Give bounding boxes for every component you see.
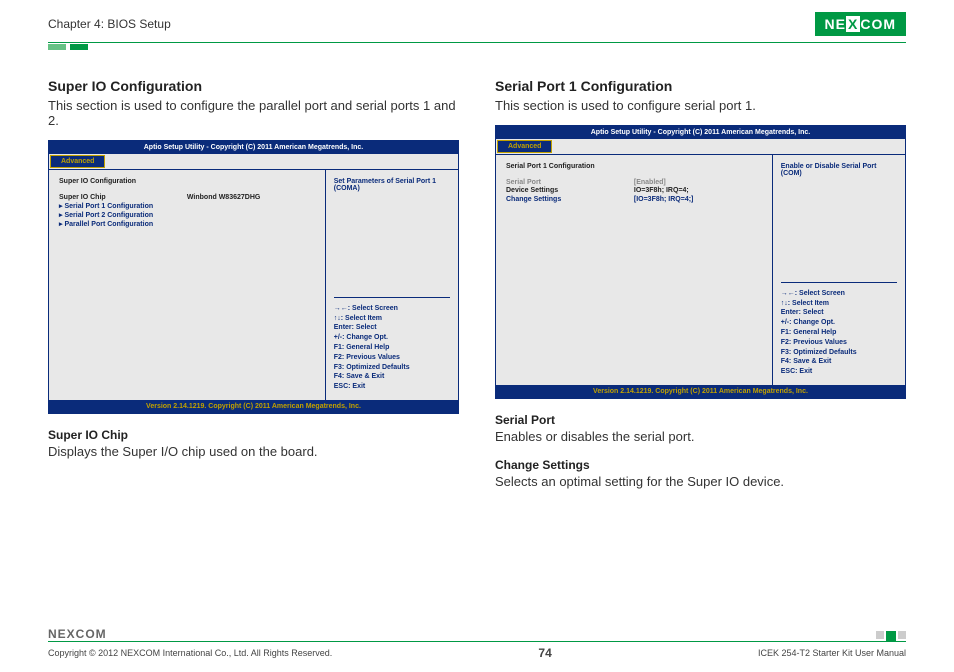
bios-row-value: Winbond W83627DHG [187,194,315,201]
bios-help-top: Enable or Disable Serial Port (COM) [781,163,897,282]
bios-body: Super IO Configuration Super IO ChipWinb… [49,170,458,400]
footer-copyright: Copyright © 2012 NEXCOM International Co… [48,648,332,658]
left-column: Super IO Configuration This section is u… [48,78,459,489]
left-field1-desc: Displays the Super I/O chip used on the … [48,444,459,459]
header-rule [48,42,906,43]
left-field1-title: Super IO Chip [48,428,459,442]
footer-manual: ICEK 254-T2 Starter Kit User Manual [758,648,906,658]
left-section-title: Super IO Configuration [48,78,459,94]
right-field1-title: Serial Port [495,413,906,427]
left-bios-screenshot: Aptio Setup Utility - Copyright (C) 2011… [48,140,459,414]
right-column: Serial Port 1 Configuration This section… [495,78,906,489]
bios-top-bar: Aptio Setup Utility - Copyright (C) 2011… [496,126,905,139]
footer-squares-icon [876,631,906,641]
bar-light [48,44,66,50]
page-header: Chapter 4: BIOS Setup NEXCOM [0,0,954,36]
bios-row-value [187,202,315,210]
bios-row-label: ▸ Serial Port 1 Configuration [59,202,187,210]
bios-row-label: Device Settings [506,187,634,194]
bios-heading: Super IO Configuration [59,178,315,185]
right-section-title: Serial Port 1 Configuration [495,78,906,94]
right-field2-title: Change Settings [495,458,906,472]
bios-row-label: Change Settings [506,196,634,203]
bios-top-bar: Aptio Setup Utility - Copyright (C) 2011… [49,141,458,154]
right-bios-screenshot: Aptio Setup Utility - Copyright (C) 2011… [495,125,906,399]
bios-bottom-bar: Version 2.14.1219. Copyright (C) 2011 Am… [49,400,458,413]
page-number: 74 [538,646,551,660]
bios-help-top: Set Parameters of Serial Port 1 (COMA) [334,178,450,297]
bios-row-value: IO=3F8h; IRQ=4; [634,187,762,194]
bios-bottom-bar: Version 2.14.1219. Copyright (C) 2011 Am… [496,385,905,398]
bios-main-panel: Serial Port 1 Configuration Serial Port[… [496,155,773,385]
bios-row-label: ▸ Serial Port 2 Configuration [59,211,187,219]
bios-row-value: [Enabled] [634,179,762,186]
bios-tab-advanced: Advanced [497,140,552,153]
right-field2-desc: Selects an optimal setting for the Super… [495,474,906,489]
bios-help-keys: →←: Select Screen↑↓: Select ItemEnter: S… [334,297,450,392]
bios-row-label: Super IO Chip [59,194,187,201]
bar-dark [70,44,88,50]
bios-body: Serial Port 1 Configuration Serial Port[… [496,155,905,385]
page-footer: NEXCOM Copyright © 2012 NEXCOM Internati… [0,627,954,660]
content: Super IO Configuration This section is u… [0,50,954,489]
chapter-title: Chapter 4: BIOS Setup [48,17,171,31]
right-section-desc: This section is used to configure serial… [495,98,906,113]
bios-help-keys: →←: Select Screen↑↓: Select ItemEnter: S… [781,282,897,377]
bios-side-panel: Enable or Disable Serial Port (COM) →←: … [773,155,905,385]
bios-tab-row: Advanced [496,139,905,155]
left-section-desc: This section is used to configure the pa… [48,98,459,128]
right-field1-desc: Enables or disables the serial port. [495,429,906,444]
bios-row-value [187,220,315,228]
bios-row-value: [IO=3F8h; IRQ=4;] [634,196,762,203]
footer-rule [48,641,906,642]
footer-logo: NEXCOM [48,627,107,641]
bios-side-panel: Set Parameters of Serial Port 1 (COMA) →… [326,170,458,400]
bios-tab-row: Advanced [49,154,458,170]
bios-heading: Serial Port 1 Configuration [506,163,762,170]
bios-row-value [187,211,315,219]
nexcom-logo: NEXCOM [815,12,906,36]
bios-tab-advanced: Advanced [50,155,105,168]
bios-row-label: Serial Port [506,179,634,186]
bios-main-panel: Super IO Configuration Super IO ChipWinb… [49,170,326,400]
bios-row-label: ▸ Parallel Port Configuration [59,220,187,228]
